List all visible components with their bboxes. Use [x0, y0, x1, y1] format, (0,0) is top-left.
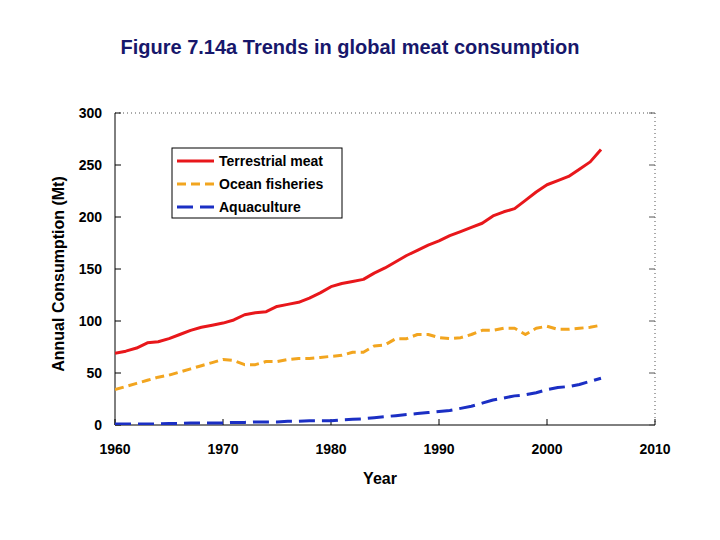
x-tick-label: 2000	[531, 441, 562, 457]
legend-swatch	[177, 183, 214, 186]
legend-label: Aquaculture	[219, 199, 301, 215]
y-tick	[115, 269, 121, 270]
x-axis	[115, 425, 655, 426]
y-tick	[115, 321, 121, 322]
x-tick-label: 1970	[207, 441, 238, 457]
x-tick-label: 1990	[423, 441, 454, 457]
title: Figure 7.14a Trends in global meat consu…	[121, 36, 580, 58]
legend-box	[172, 148, 342, 218]
y-tick-right	[649, 321, 655, 322]
y-tick-label: 100	[79, 313, 103, 329]
legend-swatch	[177, 206, 214, 209]
x-axis-label: Year	[363, 470, 397, 487]
series-line	[115, 325, 601, 389]
y-axis-label: Annual Consumption (Mt)	[50, 176, 67, 372]
x-tick	[547, 419, 548, 425]
chart: Figure 7.14a Trends in global meat consu…	[0, 0, 720, 540]
legend-swatch	[177, 160, 214, 163]
legend-label: Terrestrial meat	[219, 153, 323, 169]
x-tick-label: 1960	[99, 441, 130, 457]
y-tick-label: 0	[94, 417, 102, 433]
y-tick-right	[649, 113, 655, 114]
series-line	[115, 378, 601, 424]
y-tick-right	[649, 217, 655, 218]
y-tick-label: 150	[79, 261, 103, 277]
frame-top	[115, 113, 655, 114]
y-tick	[115, 113, 121, 114]
y-tick-right	[649, 373, 655, 374]
x-tick	[439, 419, 440, 425]
y-tick-right	[649, 269, 655, 270]
x-tick-label: 1980	[315, 441, 346, 457]
x-tick	[655, 419, 656, 425]
y-tick	[115, 373, 121, 374]
x-tick-label: 2010	[639, 441, 670, 457]
y-tick-right	[649, 425, 655, 426]
y-tick	[115, 217, 121, 218]
y-tick-right	[649, 165, 655, 166]
legend-label: Ocean fisheries	[219, 176, 323, 192]
y-tick-label: 50	[86, 365, 102, 381]
legend: Terrestrial meat Ocean fisheries Aquacultu…	[172, 148, 342, 218]
y-tick	[115, 165, 121, 166]
y-tick-label: 200	[79, 209, 103, 225]
y-tick-label: 250	[79, 157, 103, 173]
y-tick-label: 300	[79, 105, 103, 121]
